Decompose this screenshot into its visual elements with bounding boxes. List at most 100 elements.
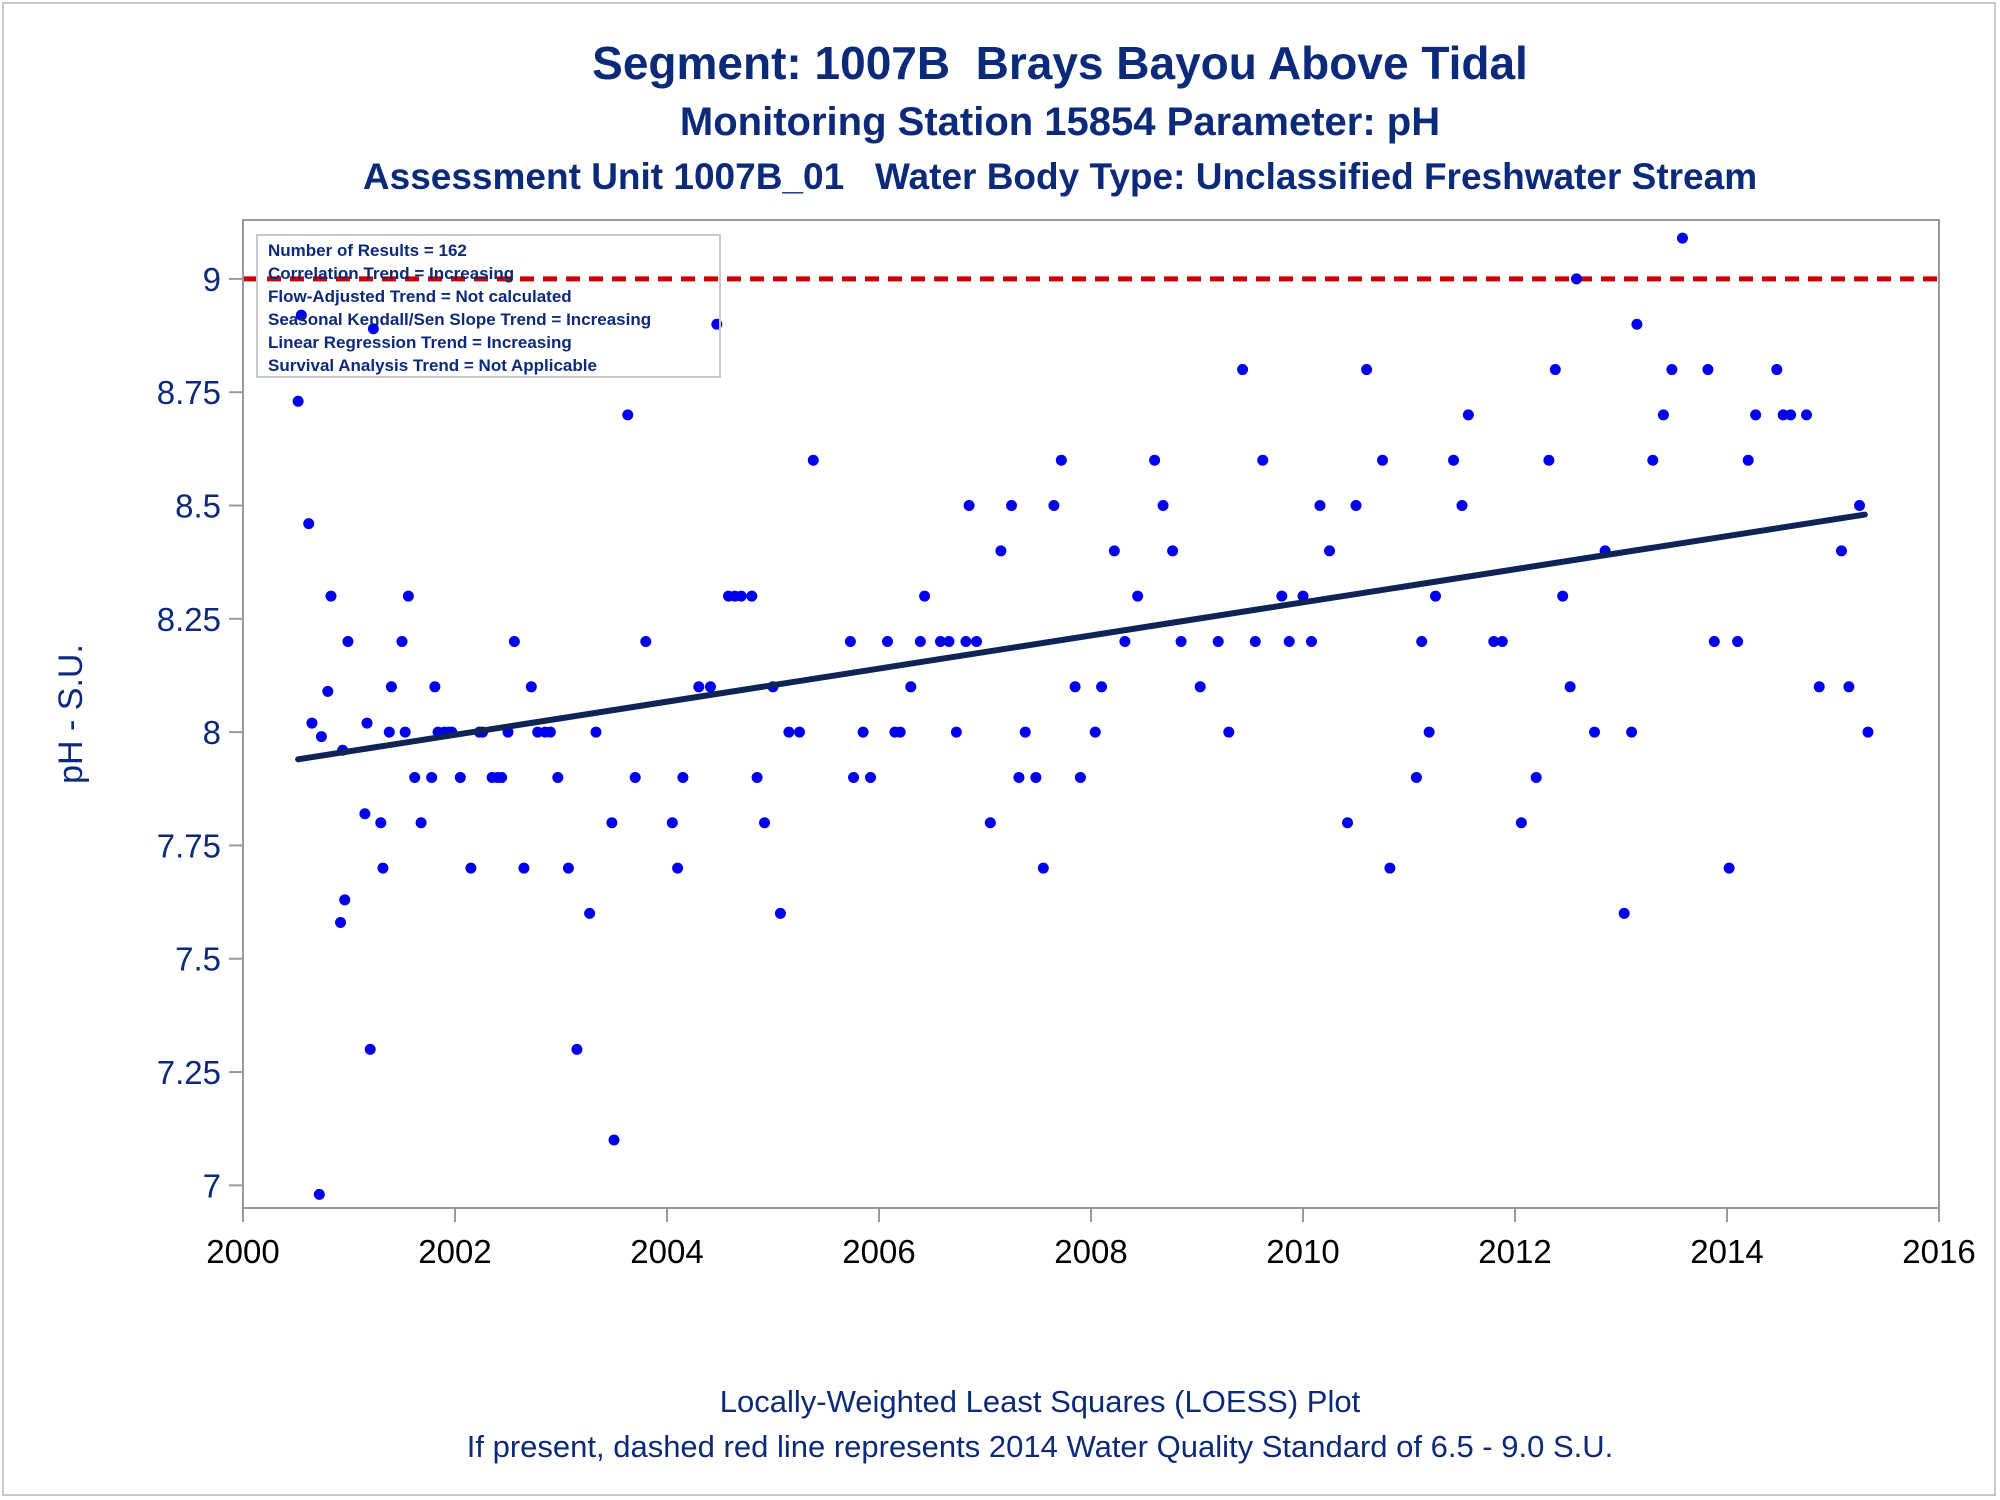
data-point	[1657, 409, 1669, 421]
data-point	[759, 817, 771, 829]
data-point	[1350, 500, 1362, 512]
data-point	[995, 545, 1007, 557]
legend-entry: Flow-Adjusted Trend = Not calculated	[268, 287, 572, 306]
data-point	[1048, 500, 1060, 512]
data-point	[1631, 318, 1643, 330]
data-point	[1750, 409, 1762, 421]
chart-title: Segment: 1007B Brays Bayou Above Tidal	[592, 37, 1528, 89]
data-point	[622, 409, 634, 421]
data-point	[359, 808, 371, 820]
data-point	[1530, 771, 1542, 783]
data-point	[704, 681, 716, 693]
data-point	[525, 681, 537, 693]
x-tick-label: 2002	[418, 1233, 491, 1270]
data-point	[1314, 500, 1326, 512]
data-point	[783, 726, 795, 738]
data-point	[1212, 635, 1224, 647]
data-point	[571, 1043, 583, 1055]
data-point	[465, 862, 477, 874]
data-point	[1626, 726, 1638, 738]
data-point	[914, 635, 926, 647]
chart-subtitle: Monitoring Station 15854 Parameter: pH	[679, 100, 1441, 144]
y-axis-label: pH - S.U.	[52, 644, 90, 784]
data-points	[292, 232, 1874, 1200]
data-point	[1732, 635, 1744, 647]
data-point	[1416, 635, 1428, 647]
legend-box	[256, 234, 721, 378]
legend: Number of Results = 162 Correlation Trend…	[256, 234, 721, 378]
data-point	[1515, 817, 1527, 829]
data-point	[367, 323, 379, 335]
data-point	[807, 454, 819, 466]
data-point	[1305, 635, 1317, 647]
x-tick-label: 2010	[1266, 1233, 1339, 1270]
data-point	[693, 681, 705, 693]
data-point	[1096, 681, 1108, 693]
data-point	[315, 731, 327, 743]
data-point	[325, 590, 337, 602]
data-point	[1462, 409, 1474, 421]
data-point	[415, 817, 427, 829]
x-axis: 2000 2002 2004 2006 2008 2010 2012 2014 2016	[206, 1208, 1976, 1270]
data-point	[1430, 590, 1441, 602]
footnote-2: If present, dashed red line represents 2…	[466, 1429, 1614, 1464]
data-point	[934, 635, 946, 647]
data-point	[383, 726, 395, 738]
data-point	[361, 717, 373, 729]
y-tick-label: 7	[203, 1167, 221, 1204]
data-point	[426, 771, 438, 783]
data-point	[429, 681, 441, 693]
data-point	[313, 1188, 325, 1200]
data-point	[971, 635, 983, 647]
legend-entry: Number of Results = 162	[268, 241, 467, 260]
data-point	[1342, 817, 1354, 829]
data-point	[1108, 545, 1120, 557]
data-point	[905, 681, 917, 693]
data-point	[1835, 545, 1847, 557]
data-point	[339, 894, 351, 906]
data-point	[1676, 232, 1688, 244]
data-point	[963, 500, 975, 512]
data-point	[666, 817, 678, 829]
data-point	[881, 635, 893, 647]
data-point	[1119, 635, 1131, 647]
data-point	[894, 726, 906, 738]
data-point	[606, 817, 618, 829]
data-point	[1384, 862, 1396, 874]
x-tick-label: 2016	[1902, 1233, 1975, 1270]
data-point	[1237, 364, 1249, 376]
data-point	[292, 395, 304, 407]
data-point	[1175, 635, 1187, 647]
data-point	[919, 590, 931, 602]
data-point	[857, 726, 869, 738]
data-point	[640, 635, 652, 647]
data-point	[774, 907, 786, 919]
data-point	[629, 771, 641, 783]
data-point	[1324, 545, 1335, 557]
data-point	[1377, 454, 1388, 466]
data-point	[848, 771, 860, 783]
data-point	[584, 907, 596, 919]
data-point	[1742, 454, 1754, 466]
data-point	[1410, 771, 1422, 783]
data-point	[1549, 364, 1561, 376]
data-point	[1283, 635, 1295, 647]
data-point	[1055, 454, 1067, 466]
data-point	[984, 817, 996, 829]
data-point	[1276, 590, 1288, 602]
x-tick-label: 2012	[1478, 1233, 1551, 1270]
data-point	[943, 635, 955, 647]
data-point	[342, 635, 354, 647]
x-tick-label: 2000	[206, 1233, 279, 1270]
data-point	[1361, 364, 1373, 376]
data-point	[1785, 409, 1797, 421]
y-tick-label: 9	[203, 261, 221, 298]
x-tick-label: 2014	[1690, 1233, 1763, 1270]
data-point	[1423, 726, 1435, 738]
data-point	[1666, 364, 1678, 376]
data-point	[1570, 273, 1582, 285]
data-point	[1723, 862, 1735, 874]
legend-entry: Linear Regression Trend = Increasing	[268, 333, 572, 352]
data-point	[1006, 500, 1017, 512]
